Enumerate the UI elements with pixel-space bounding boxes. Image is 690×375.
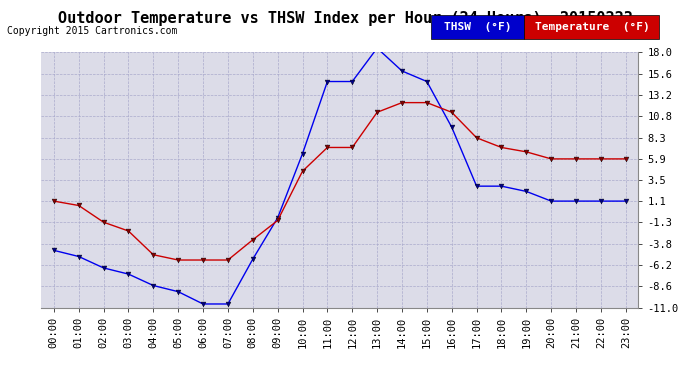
Text: Copyright 2015 Cartronics.com: Copyright 2015 Cartronics.com: [7, 26, 177, 36]
Text: Outdoor Temperature vs THSW Index per Hour (24 Hours)  20150223: Outdoor Temperature vs THSW Index per Ho…: [57, 11, 633, 26]
Text: Temperature  (°F): Temperature (°F): [535, 22, 649, 32]
Text: THSW  (°F): THSW (°F): [444, 22, 511, 32]
